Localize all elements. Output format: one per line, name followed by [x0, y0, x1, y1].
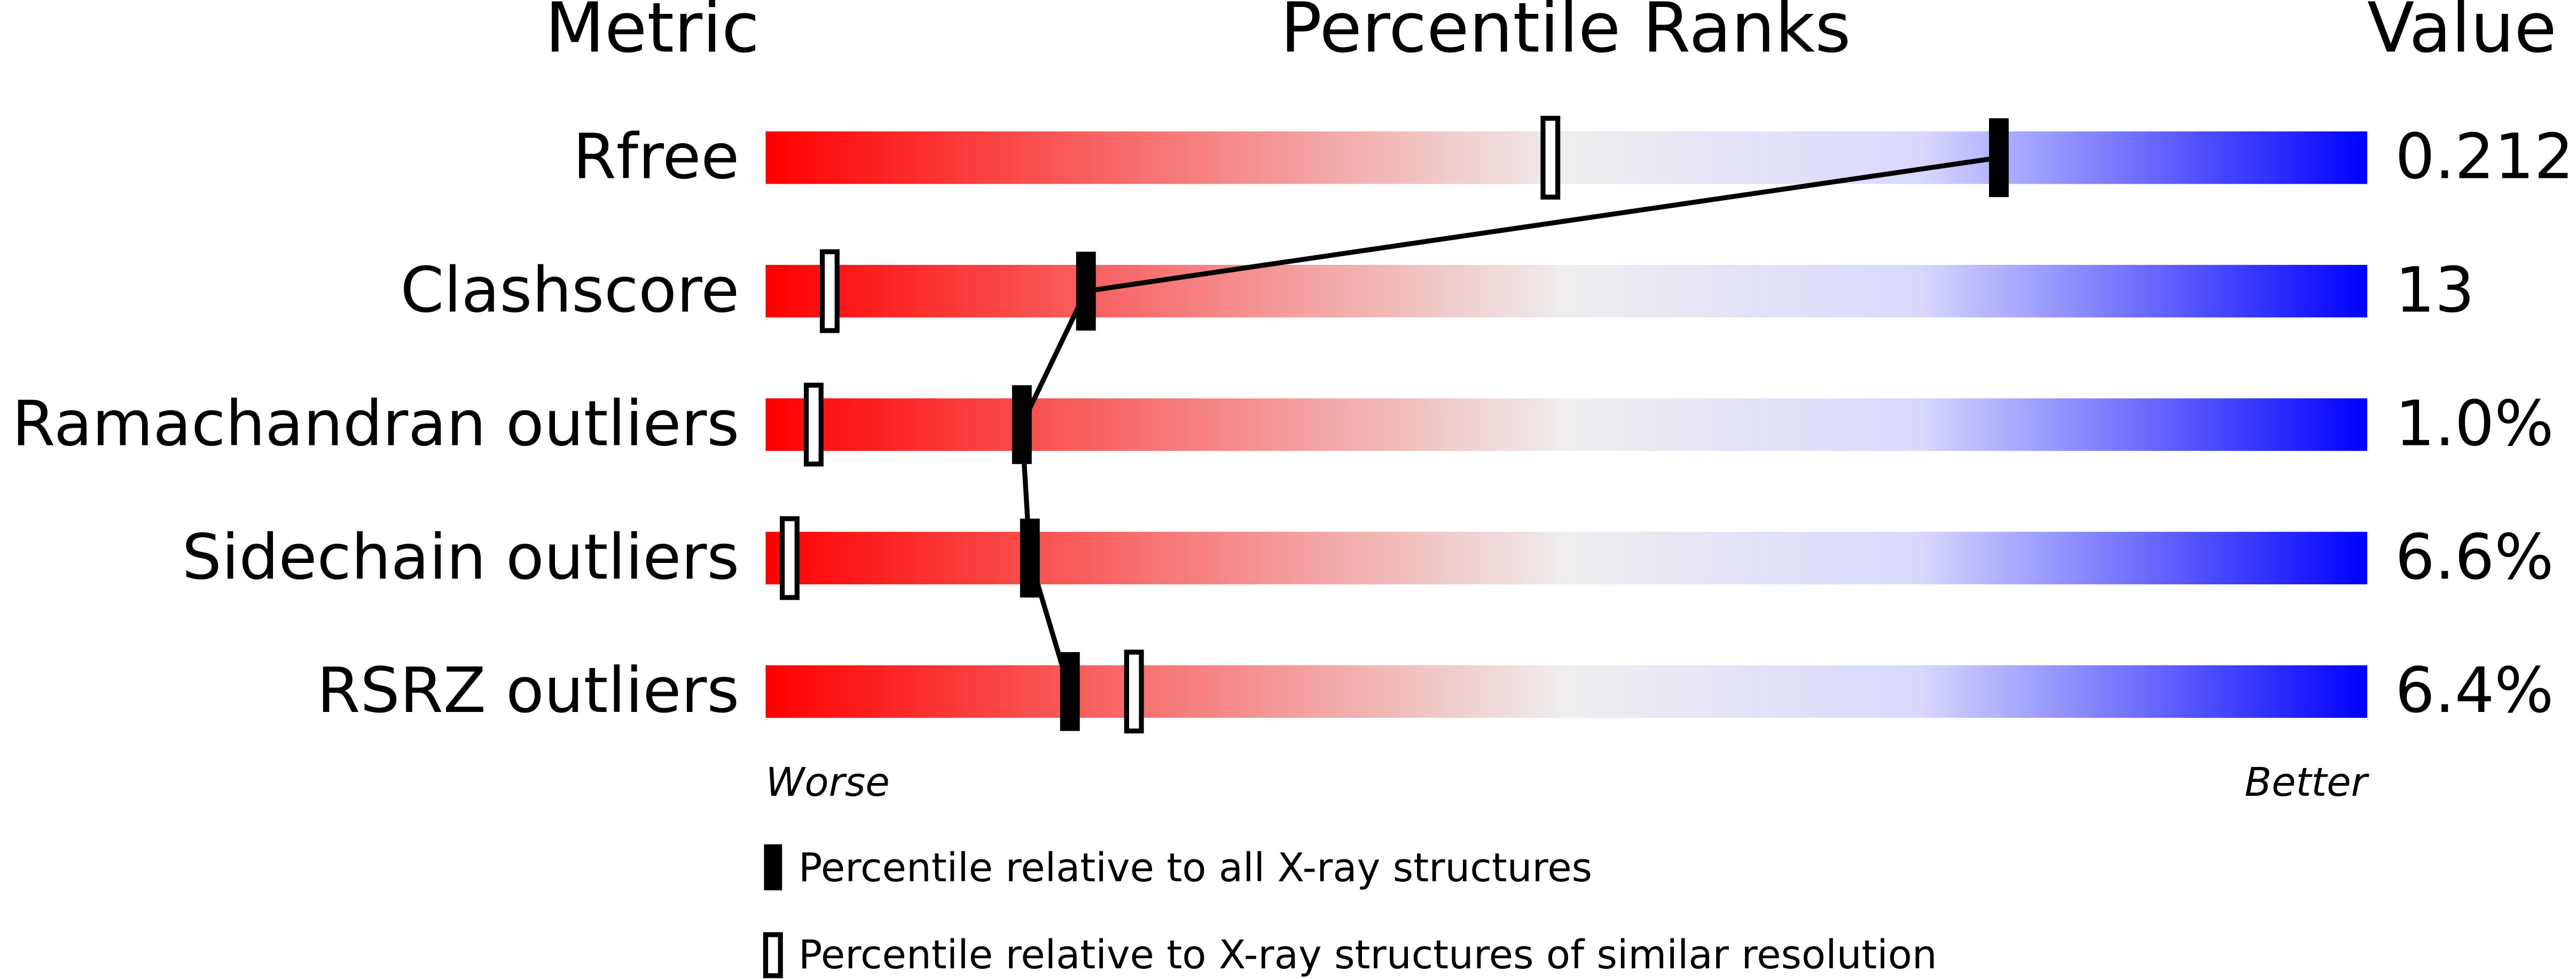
metric-value: 13: [2395, 254, 2475, 327]
worse-label: Worse: [765, 759, 889, 805]
percentile-marker: [1988, 118, 2009, 198]
value-header: Value: [2367, 0, 2557, 68]
metric-label: Clashscore: [401, 254, 740, 327]
metric-value: 6.4%: [2395, 654, 2554, 727]
metric-label: Sidechain outliers: [182, 521, 739, 593]
percentile-marker: [1012, 385, 1032, 464]
percentile-marker: [1540, 115, 1561, 200]
legend-label: Percentile relative to X-ray structures …: [798, 932, 1937, 978]
metric-value: 6.6%: [2395, 521, 2554, 593]
percentile-bar: [765, 531, 2368, 585]
legend-swatch: [764, 844, 782, 890]
legend-label: Percentile relative to all X-ray structu…: [798, 845, 1592, 891]
percentile-marker: [803, 382, 824, 467]
percentile-marker: [1076, 252, 1096, 331]
percentile-marker: [1124, 649, 1144, 734]
better-label: Better: [2244, 759, 2369, 805]
metric-header: Metric: [545, 0, 760, 68]
metric-label: Ramachandran outliers: [12, 387, 739, 460]
percentile-marker: [1060, 652, 1080, 731]
percentile-bar: [765, 131, 2368, 184]
metric-value: 1.0%: [2395, 387, 2554, 460]
metric-value: 0.212: [2395, 121, 2574, 193]
metric-label: RSRZ outliers: [317, 654, 739, 727]
percentile-bar: [765, 398, 2368, 451]
percentile-bar: [765, 264, 2368, 318]
metric-label: Rfree: [573, 121, 740, 193]
percentile-marker: [819, 249, 840, 333]
percentile-marker: [1020, 519, 1040, 598]
percentile-marker: [780, 516, 800, 600]
legend-swatch: [763, 932, 783, 978]
ranks-header: Percentile Ranks: [1280, 0, 1851, 68]
percentile-bar: [765, 665, 2368, 718]
